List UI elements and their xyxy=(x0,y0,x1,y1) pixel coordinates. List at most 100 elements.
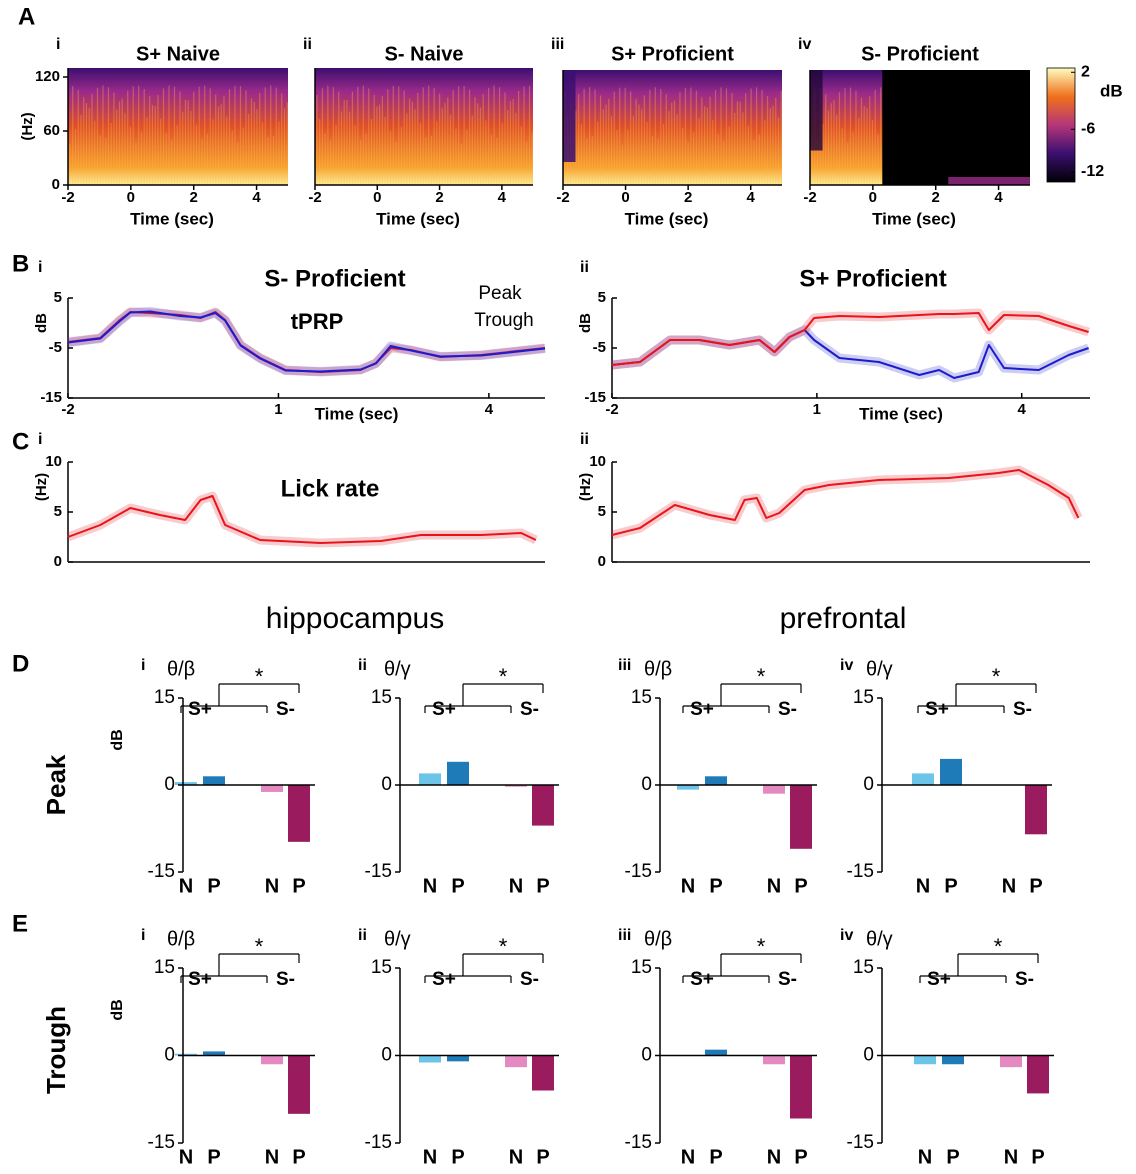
spectrogram-texture xyxy=(742,112,744,185)
spectrogram-texture xyxy=(709,96,711,185)
colorbar-tick-label: -12 xyxy=(1081,163,1104,180)
x-axis-label: Time (sec) xyxy=(859,404,943,423)
spectrogram-texture xyxy=(613,91,615,185)
y-tick-label: -15 xyxy=(625,861,652,882)
spectrogram-texture xyxy=(498,87,501,185)
spectrogram-texture xyxy=(638,104,640,185)
spectrogram-texture xyxy=(665,94,667,185)
spectrogram-texture xyxy=(354,124,356,185)
y-tick-label: 10 xyxy=(589,453,606,470)
bar xyxy=(505,1055,527,1068)
spectrogram-texture xyxy=(575,111,577,185)
spectrogram-texture xyxy=(335,124,337,185)
bar xyxy=(261,1055,283,1065)
bar xyxy=(447,1055,469,1062)
x-tick-label: P xyxy=(946,1146,959,1168)
colorbar-label: dB xyxy=(1100,81,1123,100)
x-tick-label: N xyxy=(681,875,695,897)
bar xyxy=(942,1055,964,1065)
spectrogram-texture xyxy=(849,87,852,185)
spectrogram-texture xyxy=(346,100,348,185)
x-tick-label: 2 xyxy=(190,189,198,206)
y-tick-label: -5 xyxy=(49,339,62,356)
panel-title: θ/β xyxy=(167,658,195,680)
spectrogram-texture xyxy=(761,89,763,185)
spectrogram-texture xyxy=(471,115,473,185)
bar xyxy=(288,1055,310,1114)
spectrogram-texture xyxy=(204,85,206,185)
spectrogram-texture xyxy=(436,121,438,185)
spectrogram-texture xyxy=(627,130,629,185)
spectrogram-texture xyxy=(646,121,648,185)
spectrogram-texture xyxy=(220,104,222,185)
heading: prefrontal xyxy=(780,602,907,635)
y-tick-label: 15 xyxy=(631,957,652,978)
spectrogram-texture xyxy=(485,120,487,185)
spectrogram-texture xyxy=(877,134,879,185)
bar xyxy=(914,1055,936,1065)
spectrogram-texture xyxy=(286,102,288,185)
spectrogram-texture xyxy=(825,94,827,185)
spectrogram-texture xyxy=(507,110,509,185)
significance-mark: * xyxy=(757,934,766,959)
spectrogram-texture xyxy=(734,112,736,185)
x-tick-label: 1 xyxy=(274,401,282,418)
spectrogram-texture xyxy=(278,121,280,185)
spectrogram-texture xyxy=(841,128,843,185)
spectrogram-texture xyxy=(283,108,286,185)
spectrogram-texture xyxy=(728,126,730,185)
panel-label: i xyxy=(38,259,42,276)
spectrogram-texture xyxy=(725,88,728,185)
bar xyxy=(505,785,527,787)
group-label: S+ xyxy=(188,969,212,990)
spectrogram-texture xyxy=(281,93,283,185)
spectrogram-texture xyxy=(428,85,430,185)
spectrogram-texture xyxy=(387,89,389,185)
panel-label: ii xyxy=(358,657,367,674)
spectrogram-texture xyxy=(190,111,192,185)
spectrogram-texture xyxy=(509,101,512,185)
spectrogram-texture xyxy=(176,125,178,185)
spectrogram-texture xyxy=(777,117,780,185)
spectrogram-texture xyxy=(852,131,854,185)
y-tick-label: 0 xyxy=(863,1045,874,1066)
bar xyxy=(705,776,727,785)
spectrogram-texture xyxy=(419,122,422,185)
x-tick-label: N xyxy=(918,1146,932,1168)
spectrogram-texture xyxy=(381,96,383,185)
x-tick-label: N xyxy=(423,1146,437,1168)
spectrogram-texture xyxy=(682,127,684,185)
spectrogram-texture xyxy=(479,107,482,185)
bar xyxy=(175,1053,197,1056)
spectrogram-texture xyxy=(107,87,110,185)
panel-letter: E xyxy=(12,910,28,937)
spectrogram-texture xyxy=(458,86,460,185)
spectrogram-texture xyxy=(261,122,264,185)
spectrogram-texture xyxy=(866,107,868,185)
x-tick-label: P xyxy=(1029,875,1042,897)
x-tick-label: N xyxy=(1002,875,1016,897)
spectrogram-texture xyxy=(162,88,165,185)
spectrogram-texture xyxy=(171,140,173,185)
bar xyxy=(288,785,310,842)
spectrogram-texture xyxy=(234,85,236,185)
spectrogram-texture xyxy=(275,87,277,185)
spectrogram-texture xyxy=(496,138,498,185)
spectrogram-texture xyxy=(635,98,637,185)
spectrogram-texture xyxy=(376,106,378,185)
spectrogram-texture xyxy=(589,87,591,185)
spectrogram-texture xyxy=(195,124,198,185)
group-label: S- xyxy=(778,699,797,720)
spectrogram-texture xyxy=(217,106,220,185)
significance-mark: * xyxy=(994,934,1003,959)
y-axis-label: dB xyxy=(577,313,594,333)
spectrogram-texture xyxy=(242,127,244,185)
spectrogram-texture xyxy=(228,89,231,185)
spectrogram-texture xyxy=(400,127,403,185)
x-tick-label: N xyxy=(1004,1146,1018,1168)
significance-mark: * xyxy=(499,934,508,959)
y-tick-label: -5 xyxy=(593,339,606,356)
spectrogram-texture xyxy=(836,114,838,185)
spectrogram-texture xyxy=(641,109,643,185)
